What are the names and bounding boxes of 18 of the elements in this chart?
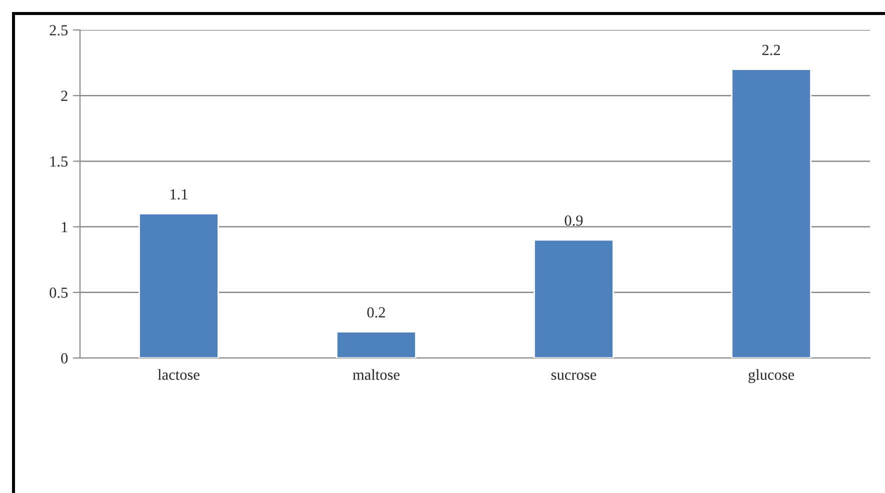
y-tick-label: 2 <box>61 90 68 101</box>
y-tick-label: 0.5 <box>50 288 68 298</box>
x-tick-label: maltose <box>352 369 400 380</box>
bar <box>534 239 614 358</box>
x-tick-label: glucose <box>748 369 794 384</box>
bar <box>731 68 812 358</box>
bar <box>138 212 219 358</box>
x-tick-label: sucrose <box>551 372 596 380</box>
y-tick-label: 0 <box>61 353 68 364</box>
data-label: 0.9 <box>564 215 583 226</box>
y-tick-label: 2.5 <box>50 25 68 36</box>
data-label: 2.2 <box>762 44 780 56</box>
data-label: 1.1 <box>170 189 188 200</box>
data-label: 0.2 <box>367 307 385 318</box>
bar <box>336 331 416 358</box>
y-tick-label: 1.5 <box>50 156 68 167</box>
x-tick-label: lactose <box>158 369 200 380</box>
y-tick-label: 1 <box>62 222 68 232</box>
